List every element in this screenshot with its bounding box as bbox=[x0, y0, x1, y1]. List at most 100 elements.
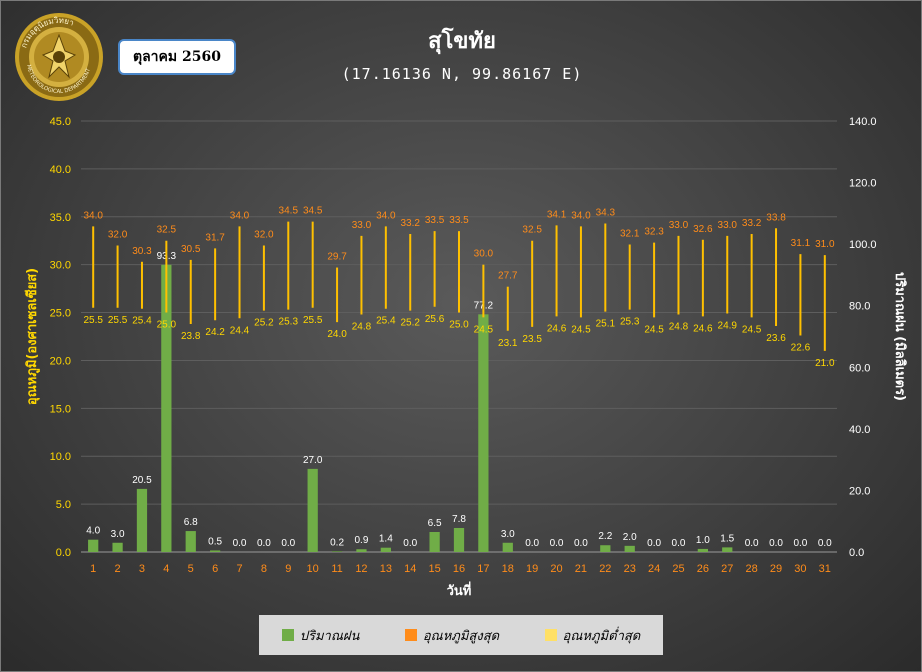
rain-value-label: 7.8 bbox=[452, 514, 466, 525]
tmax-value-label: 34.0 bbox=[571, 210, 591, 221]
tmax-value-label: 33.0 bbox=[718, 220, 738, 231]
rain-bar bbox=[600, 545, 611, 552]
y2-tick-label: 100.0 bbox=[849, 239, 877, 251]
tmin-value-label: 24.5 bbox=[571, 324, 591, 335]
tmax-value-label: 30.3 bbox=[132, 246, 152, 257]
rain-bar bbox=[331, 551, 343, 552]
x-tick-label: 11 bbox=[331, 563, 342, 575]
tmax-value-label: 34.0 bbox=[83, 210, 103, 221]
tmax-value-label: 33.2 bbox=[742, 218, 762, 229]
tmin-value-label: 21.0 bbox=[815, 358, 835, 369]
legend-swatch-tmin bbox=[544, 629, 557, 641]
x-tick-label: 7 bbox=[236, 563, 242, 575]
y-tick-label: 40.0 bbox=[50, 164, 71, 176]
rain-value-label: 0.0 bbox=[550, 538, 564, 549]
rain-value-label: 0.0 bbox=[525, 538, 539, 549]
rain-bar bbox=[356, 549, 367, 552]
x-tick-label: 9 bbox=[285, 563, 291, 575]
x-tick-label: 20 bbox=[550, 563, 562, 575]
tmax-value-label: 32.3 bbox=[644, 227, 664, 238]
x-tick-label: 2 bbox=[115, 563, 121, 575]
rain-value-label: 0.0 bbox=[818, 538, 832, 549]
y2-tick-label: 120.0 bbox=[849, 178, 877, 190]
rain-bar bbox=[185, 531, 196, 552]
x-tick-label: 25 bbox=[672, 563, 684, 575]
tmax-value-label: 32.6 bbox=[693, 224, 713, 235]
x-tick-label: 24 bbox=[648, 563, 660, 575]
x-tick-label: 15 bbox=[428, 563, 440, 575]
y2-tick-label: 80.0 bbox=[849, 301, 870, 313]
tmin-value-label: 25.5 bbox=[83, 315, 103, 326]
x-tick-label: 21 bbox=[575, 563, 587, 575]
tmax-value-label: 34.0 bbox=[376, 210, 396, 221]
tmax-value-label: 34.1 bbox=[547, 209, 567, 220]
legend-item-tmin: อุณหภูมิต่ำสุด bbox=[544, 625, 640, 646]
x-tick-label: 4 bbox=[163, 563, 169, 575]
tmin-value-label: 25.2 bbox=[254, 318, 274, 329]
chart-legend: ปริมาณฝน อุณหภูมิสูงสุด อุณหภูมิต่ำสุด bbox=[259, 615, 663, 655]
rain-value-label: 6.5 bbox=[428, 518, 442, 529]
y-tick-label: 5.0 bbox=[56, 499, 71, 511]
x-tick-label: 16 bbox=[453, 563, 465, 575]
tmin-value-label: 25.5 bbox=[108, 315, 128, 326]
tmax-value-label: 30.0 bbox=[474, 249, 494, 260]
tmax-value-label: 34.5 bbox=[279, 206, 299, 217]
y2-tick-label: 0.0 bbox=[849, 547, 864, 559]
x-tick-label: 12 bbox=[355, 563, 367, 575]
tmin-value-label: 25.3 bbox=[279, 317, 299, 328]
tmin-value-label: 22.6 bbox=[791, 343, 811, 354]
x-tick-label: 17 bbox=[477, 563, 489, 575]
y-tick-label: 20.0 bbox=[50, 355, 71, 367]
x-tick-label: 29 bbox=[770, 563, 782, 575]
tmax-value-label: 31.0 bbox=[815, 239, 835, 250]
rain-bar bbox=[429, 531, 440, 552]
x-tick-label: 6 bbox=[212, 563, 218, 575]
rain-value-label: 0.0 bbox=[745, 538, 759, 549]
y-tick-label: 15.0 bbox=[50, 403, 71, 415]
rain-value-label: 1.0 bbox=[696, 535, 710, 546]
rain-value-label: 3.0 bbox=[501, 529, 515, 540]
y2-tick-label: 40.0 bbox=[849, 424, 870, 436]
x-tick-label: 3 bbox=[139, 563, 145, 575]
tmin-value-label: 24.5 bbox=[474, 324, 494, 335]
rain-value-label: 0.0 bbox=[769, 538, 783, 549]
y2-tick-label: 20.0 bbox=[849, 485, 870, 497]
rain-value-label: 0.5 bbox=[208, 536, 222, 547]
rain-value-label: 1.4 bbox=[379, 534, 393, 545]
month-label: ตุลาคม 2560 bbox=[118, 39, 236, 75]
rain-value-label: 4.0 bbox=[86, 526, 100, 537]
legend-item-rain: ปริมาณฝน bbox=[281, 625, 359, 646]
x-tick-label: 27 bbox=[721, 563, 733, 575]
rain-value-label: 0.0 bbox=[647, 538, 661, 549]
tmax-value-label: 33.5 bbox=[449, 215, 469, 226]
rain-bar bbox=[722, 547, 733, 552]
tmin-value-label: 24.6 bbox=[693, 323, 713, 334]
y-tick-label: 35.0 bbox=[50, 212, 71, 224]
y-tick-label: 30.0 bbox=[50, 260, 71, 272]
tmax-value-label: 27.7 bbox=[498, 271, 518, 282]
rain-value-label: 0.0 bbox=[574, 538, 588, 549]
tmax-value-label: 34.5 bbox=[303, 206, 323, 217]
tmin-value-label: 24.2 bbox=[205, 327, 225, 338]
y2-tick-label: 60.0 bbox=[849, 362, 870, 374]
x-axis-title: วันที่ bbox=[447, 581, 472, 599]
tmax-value-label: 34.0 bbox=[230, 210, 250, 221]
legend-item-tmax: อุณหภูมิสูงสุด bbox=[404, 625, 499, 646]
tmax-value-label: 33.5 bbox=[425, 215, 445, 226]
rain-bar bbox=[502, 542, 513, 552]
rain-value-label: 0.0 bbox=[257, 538, 271, 549]
y-axis-title: อุณหภูมิ(องศาเซลเซียส) bbox=[24, 268, 40, 405]
x-tick-label: 31 bbox=[819, 563, 831, 575]
tmin-value-label: 25.5 bbox=[303, 315, 323, 326]
tmin-value-label: 25.6 bbox=[425, 314, 445, 325]
x-tick-label: 10 bbox=[307, 563, 319, 575]
rain-value-label: 2.0 bbox=[623, 532, 637, 543]
tmin-value-label: 25.2 bbox=[400, 318, 420, 329]
rain-bar bbox=[697, 548, 708, 552]
rain-bar bbox=[88, 539, 99, 552]
tmin-value-label: 25.3 bbox=[620, 317, 640, 328]
rain-bar bbox=[478, 314, 489, 552]
rain-bar bbox=[112, 542, 123, 552]
rain-value-label: 0.0 bbox=[233, 538, 247, 549]
x-tick-label: 19 bbox=[526, 563, 538, 575]
